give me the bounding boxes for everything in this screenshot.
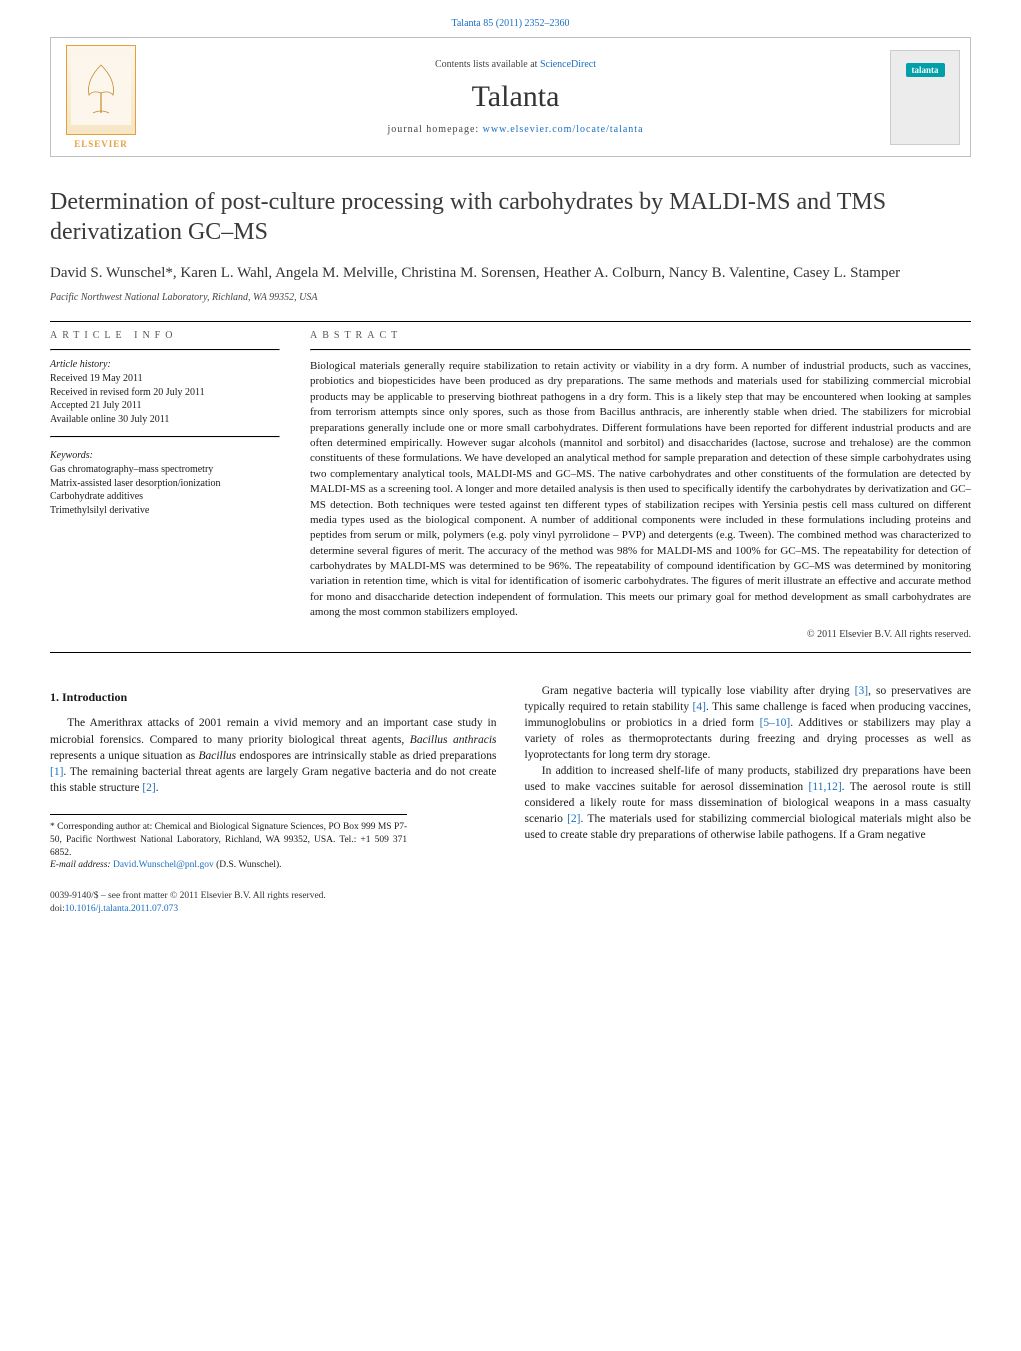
keyword-1: Matrix-assisted laser desorption/ionizat… [50, 477, 280, 491]
intro-heading: 1. Introduction [50, 689, 497, 706]
corresponding-author: * Corresponding author at: Chemical and … [50, 821, 407, 859]
history-label: Article history: [50, 359, 280, 370]
contents-available-line: Contents lists available at ScienceDirec… [435, 59, 596, 70]
email-link[interactable]: David.Wunschel@pnl.gov [113, 860, 214, 870]
keyword-0: Gas chromatography–mass spectrometry [50, 463, 280, 477]
article-info-col: article info Article history: Received 1… [50, 330, 280, 640]
keyword-3: Trimethylsilyl derivative [50, 504, 280, 518]
journal-name: Talanta [472, 80, 560, 114]
p1e: endospores are intrinsically stable as d… [236, 750, 496, 762]
rule-abstract [310, 349, 971, 351]
body-columns: 1. Introduction The Amerithrax attacks o… [50, 683, 971, 873]
doi-link[interactable]: 10.1016/j.talanta.2011.07.073 [65, 904, 178, 914]
ref-5-10[interactable]: [5–10] [760, 717, 791, 729]
homepage-link[interactable]: www.elsevier.com/locate/talanta [483, 124, 644, 135]
p3c: . The materials used for stabilizing com… [525, 813, 971, 841]
homepage-pre: journal homepage: [387, 124, 482, 135]
article-title: Determination of post-culture processing… [50, 187, 971, 247]
publisher-label: ELSEVIER [66, 139, 136, 149]
sciencedirect-link[interactable]: ScienceDirect [540, 59, 596, 70]
history-line-0: Received 19 May 2011 [50, 372, 280, 386]
authors-line: David S. Wunschel*, Karen L. Wahl, Angel… [50, 265, 971, 282]
article-info-label: article info [50, 330, 280, 341]
keyword-2: Carbohydrate additives [50, 490, 280, 504]
rule-info [50, 349, 280, 351]
abstract-text: Biological materials generally require s… [310, 359, 971, 621]
abstract-copyright: © 2011 Elsevier B.V. All rights reserved… [310, 629, 971, 640]
email-label: E-mail address: [50, 860, 113, 870]
email-suffix: (D.S. Wunschel). [214, 860, 282, 870]
citation-header: Talanta 85 (2011) 2352–2360 [0, 0, 1021, 37]
journal-cover-thumb: talanta [890, 50, 960, 145]
meta-row: article info Article history: Received 1… [50, 330, 971, 640]
p1b: Bacillus anthracis [410, 734, 497, 746]
elsevier-tree-icon [66, 45, 136, 135]
page-footer: 0039-9140/$ – see front matter © 2011 El… [0, 872, 1021, 936]
history-line-1: Received in revised form 20 July 2011 [50, 386, 280, 400]
homepage-line: journal homepage: www.elsevier.com/locat… [387, 124, 643, 135]
cover-badge: talanta [906, 63, 945, 77]
journal-banner: ELSEVIER Contents lists available at Sci… [50, 37, 971, 157]
abstract-label: abstract [310, 330, 971, 341]
affiliation: Pacific Northwest National Laboratory, R… [50, 292, 971, 303]
banner-left: ELSEVIER [51, 38, 151, 156]
footnotes: * Corresponding author at: Chemical and … [50, 814, 407, 872]
banner-right: talanta [880, 38, 970, 156]
abstract-col: abstract Biological materials generally … [310, 330, 971, 640]
history-line-3: Available online 30 July 2011 [50, 413, 280, 427]
p1d: Bacillus [198, 750, 236, 762]
email-line: E-mail address: David.Wunschel@pnl.gov (… [50, 859, 407, 872]
intro-p2: Gram negative bacteria will typically lo… [525, 683, 972, 763]
p1f: . The remaining bacterial threat agents … [50, 766, 497, 794]
ref-2a[interactable]: [2] [142, 782, 155, 794]
citation-link[interactable]: Talanta 85 (2011) 2352–2360 [451, 18, 569, 29]
doi-pre: doi: [50, 904, 65, 914]
footer-doi: doi:10.1016/j.talanta.2011.07.073 [50, 903, 971, 916]
keywords-label: Keywords: [50, 450, 280, 461]
p2a: Gram negative bacteria will typically lo… [542, 685, 855, 697]
rule-keywords [50, 436, 280, 438]
p1c: represents a unique situation as [50, 750, 198, 762]
ref-4[interactable]: [4] [693, 701, 706, 713]
intro-p3: In addition to increased shelf-life of m… [525, 763, 972, 843]
history-line-2: Accepted 21 July 2011 [50, 399, 280, 413]
banner-center: Contents lists available at ScienceDirec… [151, 38, 880, 156]
ref-3[interactable]: [3] [855, 685, 868, 697]
ref-1[interactable]: [1] [50, 766, 63, 778]
rule-top [50, 321, 971, 322]
ref-2b[interactable]: [2] [567, 813, 580, 825]
rule-bottom [50, 652, 971, 653]
footer-line1: 0039-9140/$ – see front matter © 2011 El… [50, 890, 971, 903]
contents-pre: Contents lists available at [435, 59, 540, 70]
intro-p1: The Amerithrax attacks of 2001 remain a … [50, 715, 497, 795]
p1g: . [156, 782, 159, 794]
ref-11-12[interactable]: [11,12] [809, 781, 842, 793]
